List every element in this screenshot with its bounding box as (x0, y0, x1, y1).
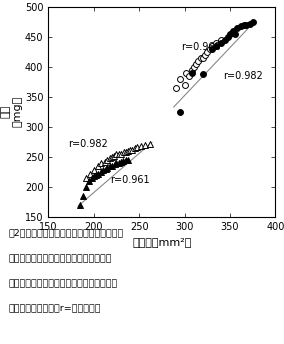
Point (123, 158, 128, 163)
Point (99, 160, 103, 165)
Text: 囲2　オオモンシロチョウ（円）とモンシロ: 囲2 オオモンシロチョウ（円）とモンシロ (9, 229, 124, 238)
Point (196, 58, 201, 64)
Point (110, 163, 114, 169)
Point (199, 55, 203, 61)
Point (117, 151, 122, 157)
Point (91, 173, 96, 179)
Point (111, 153, 116, 158)
Point (88, 171, 92, 176)
Point (130, 147, 134, 152)
Point (139, 143, 143, 149)
Point (123, 149, 128, 155)
Point (126, 157, 131, 162)
Point (117, 160, 122, 165)
Point (90, 175, 94, 181)
X-axis label: 表面積（mm²）: 表面積（mm²） (132, 237, 192, 247)
Point (108, 163, 112, 169)
Point (232, 31, 237, 36)
Point (119, 151, 123, 157)
Point (194, 61, 199, 67)
Point (105, 157, 110, 162)
Text: r=0.968: r=0.968 (181, 42, 221, 52)
Point (244, 22, 249, 28)
Point (110, 154, 114, 160)
Point (235, 25, 240, 31)
Point (94, 172, 99, 178)
Point (126, 148, 131, 153)
Point (103, 166, 108, 172)
Point (84, 184, 89, 190)
Y-axis label: 体重
（mg）: 体重 （mg） (0, 96, 22, 127)
Point (96, 171, 101, 176)
Point (190, 70, 194, 76)
Point (178, 109, 182, 115)
Point (184, 70, 189, 76)
Point (120, 158, 125, 164)
Point (173, 85, 178, 90)
Point (135, 144, 140, 150)
Text: との関係．黒い記号が非休眠蛹，白い記号: との関係．黒い記号が非休眠蛹，白い記号 (9, 279, 118, 288)
Point (201, 71, 205, 77)
Point (87, 178, 91, 183)
Point (250, 19, 255, 25)
Text: r=0.982: r=0.982 (68, 139, 108, 149)
Point (102, 159, 107, 164)
Point (210, 43, 214, 49)
Point (187, 73, 191, 78)
Point (122, 149, 126, 155)
Text: チョウ（三角）における体表面積と体重: チョウ（三角）における体表面積と体重 (9, 254, 112, 263)
Point (219, 37, 223, 43)
Point (96, 163, 101, 169)
Point (99, 169, 103, 174)
Point (223, 37, 228, 43)
Text: r=0.961: r=0.961 (110, 175, 150, 185)
Text: r=0.982: r=0.982 (223, 71, 262, 81)
Point (108, 155, 112, 161)
Point (231, 28, 235, 34)
Point (239, 23, 243, 29)
Point (208, 46, 212, 52)
Point (182, 82, 187, 88)
Point (142, 142, 147, 148)
Point (119, 159, 123, 164)
Point (81, 193, 85, 198)
Text: が休眠蛹を示す．　r=相関係数．: が休眠蛹を示す． r=相関係数． (9, 304, 101, 313)
Point (114, 160, 119, 165)
Point (226, 34, 231, 40)
Point (201, 55, 205, 61)
Point (205, 49, 210, 55)
Point (128, 147, 132, 152)
Point (178, 76, 182, 82)
Point (91, 167, 96, 173)
Point (214, 43, 219, 49)
Point (132, 145, 137, 151)
Point (191, 64, 196, 69)
Point (248, 21, 252, 26)
Point (112, 161, 117, 167)
Point (210, 46, 214, 52)
Point (214, 40, 219, 46)
Point (105, 165, 110, 170)
Point (228, 31, 232, 36)
Point (202, 52, 207, 57)
Point (78, 202, 82, 207)
Point (84, 175, 89, 181)
Point (190, 67, 194, 73)
Point (148, 141, 152, 146)
Point (101, 167, 105, 173)
Point (219, 40, 223, 46)
Point (241, 22, 246, 28)
Point (114, 151, 119, 157)
